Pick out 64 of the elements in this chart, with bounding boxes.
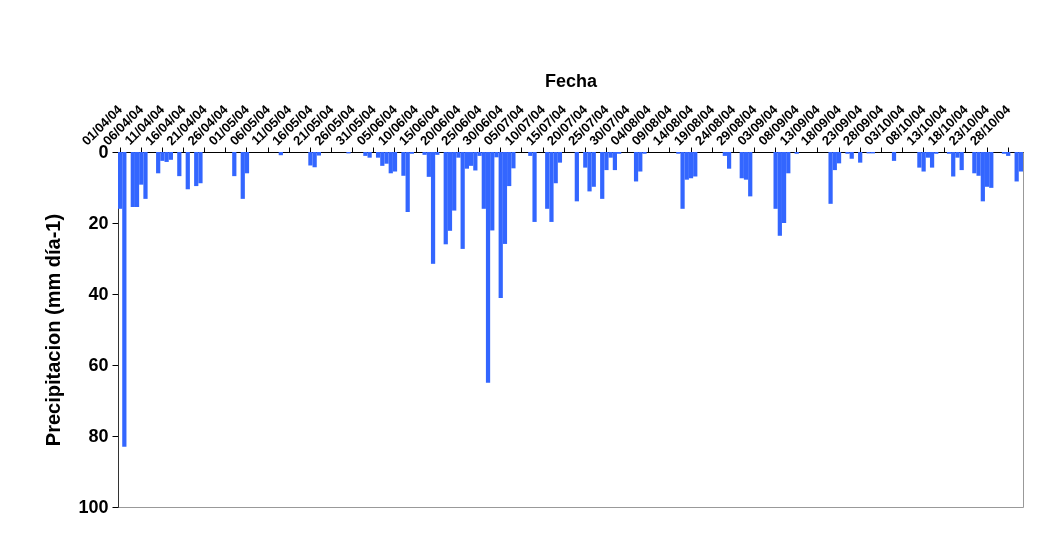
- bar: [549, 152, 554, 222]
- bar: [380, 152, 385, 166]
- bar: [240, 152, 245, 199]
- bar: [392, 152, 398, 172]
- bar: [532, 152, 537, 222]
- bar: [972, 152, 977, 174]
- bar: [194, 152, 199, 187]
- y-tick-label: 60: [88, 354, 109, 375]
- bar: [858, 152, 863, 163]
- bar: [1006, 152, 1011, 156]
- bar: [430, 152, 436, 264]
- bar: [363, 152, 368, 156]
- bar: [388, 152, 393, 174]
- bar: [168, 152, 173, 160]
- bar: [726, 152, 732, 169]
- bar: [473, 152, 478, 171]
- bar: [156, 152, 161, 174]
- bar: [312, 152, 317, 168]
- bar: [680, 152, 685, 209]
- bar: [485, 152, 491, 383]
- bar: [951, 152, 956, 177]
- bar: [164, 152, 169, 162]
- bar: [198, 152, 203, 184]
- bar: [739, 152, 744, 179]
- x-axis-title: Fecha: [544, 71, 598, 92]
- bar: [367, 152, 372, 158]
- bar: [143, 152, 148, 199]
- bar: [443, 152, 448, 245]
- bar: [134, 152, 140, 208]
- bar: [574, 152, 579, 202]
- bar: [891, 152, 897, 161]
- bar: [405, 152, 410, 212]
- bar: [600, 152, 605, 199]
- bar: [460, 152, 465, 249]
- bar: [633, 152, 639, 182]
- y-axis-title: Precipitacion (mm día-1): [42, 213, 65, 447]
- bar: [980, 152, 985, 202]
- bar: [587, 152, 592, 192]
- bar: [849, 152, 854, 159]
- bar: [828, 152, 833, 204]
- bar: [921, 152, 926, 172]
- bar: [917, 152, 922, 168]
- bar: [498, 152, 503, 298]
- bar: [122, 152, 127, 447]
- bar: [612, 152, 618, 171]
- bar: [185, 152, 190, 190]
- bar: [929, 152, 935, 168]
- bar: [989, 152, 994, 188]
- y-tick-label: 20: [88, 212, 109, 233]
- bar: [748, 152, 753, 197]
- bar: [688, 152, 694, 179]
- bar: [177, 152, 182, 177]
- bar: [777, 152, 782, 236]
- bar: [232, 152, 237, 177]
- bar: [959, 152, 964, 171]
- bar: [469, 152, 474, 166]
- bar: [693, 152, 698, 177]
- bar: [591, 152, 596, 187]
- bar: [308, 152, 313, 166]
- y-tick-label: 100: [78, 496, 109, 517]
- y-tick-label: 40: [88, 283, 109, 304]
- y-tick-label: 80: [88, 425, 109, 446]
- bar: [130, 152, 135, 208]
- bar: [1014, 152, 1019, 182]
